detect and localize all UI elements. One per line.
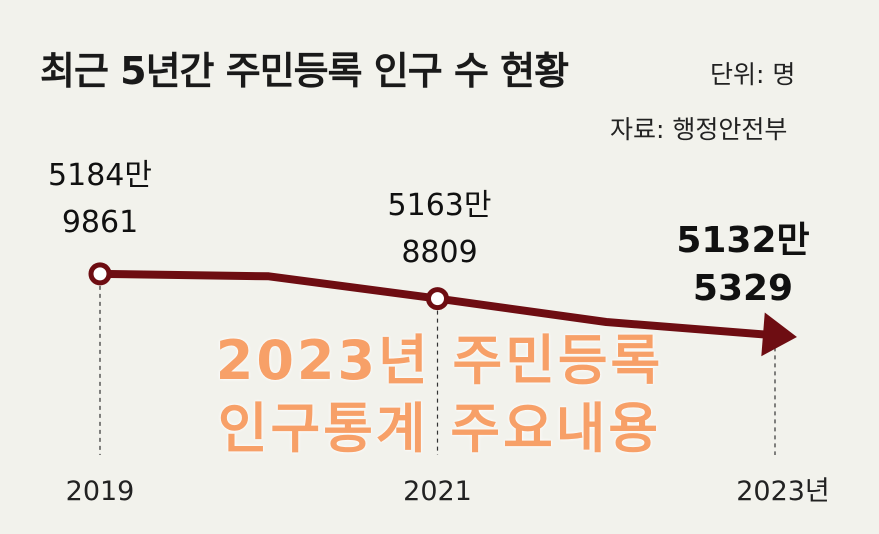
- data-label-2023-line1: 5132만: [676, 220, 809, 261]
- x-tick-label-2019: 2019: [66, 476, 135, 507]
- data-label-2019-line1: 5184만: [48, 158, 152, 193]
- overlay-caption-line2: 인구통계 주요내용: [217, 397, 662, 460]
- data-label-2021-line1: 5163만: [388, 188, 492, 223]
- data-label-2021-line2: 8809: [401, 235, 477, 270]
- data-point-2019: [88, 262, 112, 286]
- series-arrow-head: [761, 312, 797, 357]
- x-tick-label-2021: 2021: [403, 476, 472, 507]
- overlay-caption-line1: 2023년 주민등록: [215, 329, 664, 392]
- chart-title: 최근 5년간 주민등록 인구 수 현황: [40, 49, 569, 93]
- unit-label: 단위: 명: [710, 60, 796, 89]
- data-label-2019-line2: 9861: [62, 205, 138, 240]
- source-label: 자료: 행정안전부: [610, 115, 788, 144]
- data-point-2021: [426, 287, 449, 311]
- x-tick-label-2023년: 2023년: [736, 476, 830, 507]
- data-label-2023-line2: 5329: [693, 268, 793, 309]
